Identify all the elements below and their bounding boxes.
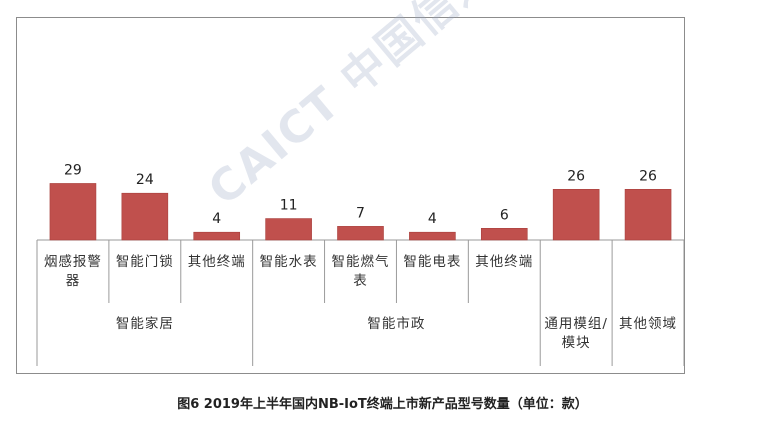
category-label-1: 智能门锁	[115, 254, 174, 270]
bar-4	[337, 226, 384, 241]
figure-caption: 图6 2019年上半年国内NB-IoT终端上市新产品型号数量（单位：款）	[177, 397, 588, 412]
category-label-7: 通用模组/模块	[544, 316, 608, 351]
bar-6	[480, 228, 528, 241]
category-label-4: 智能燃气表	[331, 254, 390, 289]
data-label-3: 11	[280, 198, 298, 214]
category-label-3: 智能水表	[259, 254, 318, 270]
bar-0	[49, 183, 97, 241]
bar-8	[624, 189, 672, 241]
group-label-1: 智能市政	[367, 316, 426, 332]
data-label-0: 29	[64, 162, 82, 178]
bar-plot: 29 24 4 11 7 4 6 26 26	[36, 162, 684, 366]
data-label-4: 7	[356, 205, 365, 221]
data-label-8: 26	[639, 168, 657, 184]
bar-5	[409, 231, 456, 241]
bar-1	[121, 192, 169, 241]
data-label-6: 6	[500, 207, 509, 223]
bar-7	[552, 189, 600, 241]
category-label-5: 智能电表	[403, 254, 462, 270]
data-label-7: 26	[567, 168, 585, 184]
chart-frame: 29 24 4 11 7 4 6 26 26 烟感报警器 智能门锁 其他终端 智能水表 智能燃气表 智能电…	[16, 0, 685, 374]
bar-2	[193, 231, 241, 241]
category-label-0: 烟感报警器	[43, 254, 102, 289]
data-label-5: 4	[428, 211, 437, 227]
bar-3	[265, 218, 312, 241]
group-label-0: 智能家居	[115, 316, 174, 332]
category-label-8: 其他领域	[619, 316, 678, 332]
category-label-2: 其他终端	[187, 254, 246, 270]
data-label-1: 24	[136, 172, 154, 188]
data-label-2: 4	[212, 211, 221, 227]
category-label-6: 其他终端	[475, 254, 534, 270]
